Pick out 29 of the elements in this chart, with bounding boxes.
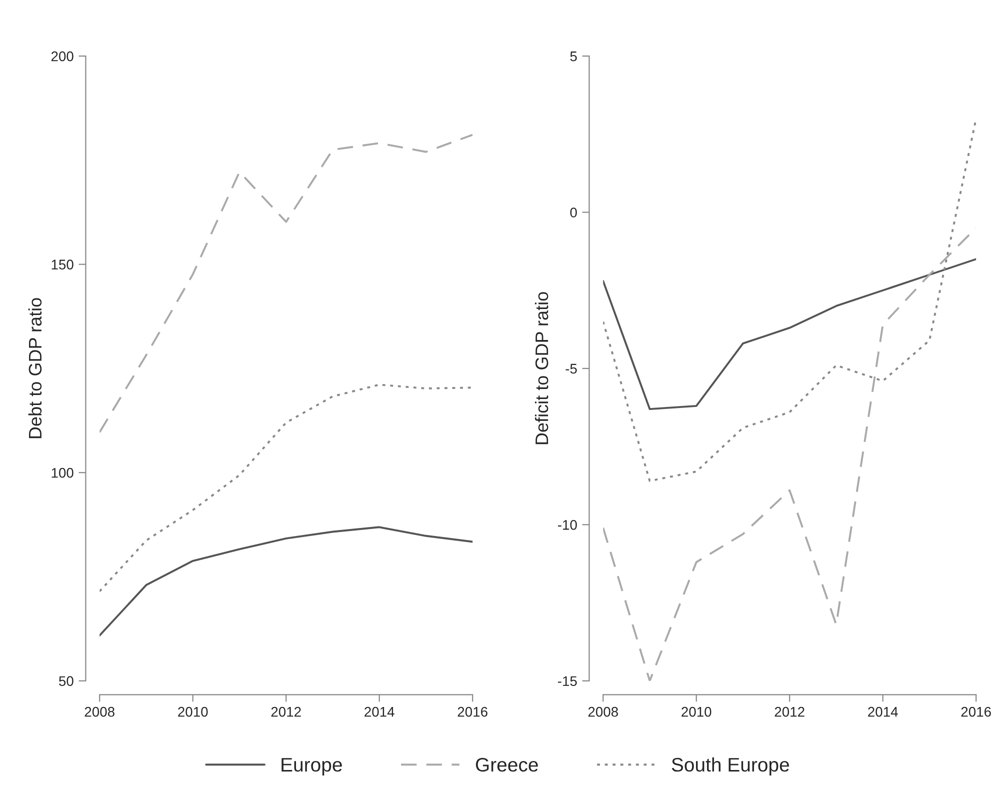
x-tick-label: 2008 — [588, 706, 618, 717]
x-tick-label: 2012 — [774, 706, 804, 717]
legend-label: Europe — [282, 758, 342, 776]
y-tick-label: 100 — [52, 468, 74, 478]
y-axis-title: Debt to GDP ratio — [28, 298, 42, 438]
line-series — [100, 134, 473, 434]
x-tick-label: 2012 — [271, 706, 301, 717]
x-tick-label: 2010 — [178, 706, 208, 717]
x-tick-label: 2010 — [682, 706, 712, 717]
x-tick-label: 2014 — [364, 706, 394, 717]
x-tick-label: 2016 — [961, 706, 991, 717]
legend-label: Greece — [476, 758, 538, 772]
y-axis-title: Deficit to GDP ratio — [534, 292, 548, 444]
x-tick-label: 2014 — [868, 706, 898, 717]
y-tick-label: 50 — [59, 676, 74, 686]
y-tick-label: 5 — [570, 52, 577, 62]
line-series — [603, 258, 976, 410]
line-series — [100, 384, 473, 592]
x-tick-label: 2016 — [458, 706, 488, 717]
line-series — [100, 526, 473, 636]
x-tick-label: 2008 — [84, 706, 114, 717]
y-tick-label: 0 — [570, 208, 577, 218]
y-tick-label: 150 — [52, 260, 74, 270]
line-series — [603, 226, 976, 681]
y-tick-label: -5 — [566, 364, 577, 374]
y-tick-label: -10 — [558, 520, 577, 530]
legend-label: South Europe — [672, 757, 789, 776]
y-tick-label: 200 — [51, 51, 74, 62]
y-tick-label: -15 — [558, 676, 577, 686]
